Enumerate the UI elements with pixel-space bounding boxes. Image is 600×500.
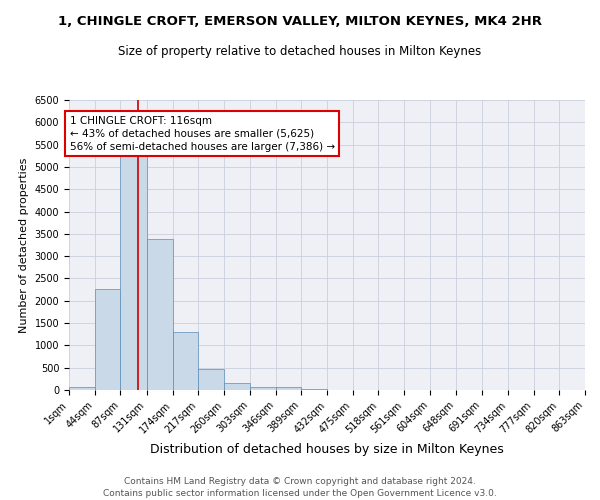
X-axis label: Distribution of detached houses by size in Milton Keynes: Distribution of detached houses by size …	[150, 443, 504, 456]
Text: 1 CHINGLE CROFT: 116sqm
← 43% of detached houses are smaller (5,625)
56% of semi: 1 CHINGLE CROFT: 116sqm ← 43% of detache…	[70, 116, 335, 152]
Bar	[173, 332, 198, 390]
Text: 1, CHINGLE CROFT, EMERSON VALLEY, MILTON KEYNES, MK4 2HR: 1, CHINGLE CROFT, EMERSON VALLEY, MILTON…	[58, 15, 542, 28]
Y-axis label: Number of detached properties: Number of detached properties	[19, 158, 29, 332]
Text: Size of property relative to detached houses in Milton Keynes: Size of property relative to detached ho…	[118, 45, 482, 58]
Bar	[198, 369, 224, 390]
Bar	[69, 386, 95, 390]
Bar	[224, 383, 250, 390]
Bar	[250, 386, 275, 390]
Bar	[95, 288, 121, 390]
Bar	[147, 240, 173, 390]
Bar	[301, 389, 327, 390]
Bar	[121, 147, 147, 390]
Text: Contains HM Land Registry data © Crown copyright and database right 2024.
Contai: Contains HM Land Registry data © Crown c…	[103, 476, 497, 498]
Bar	[275, 388, 301, 390]
